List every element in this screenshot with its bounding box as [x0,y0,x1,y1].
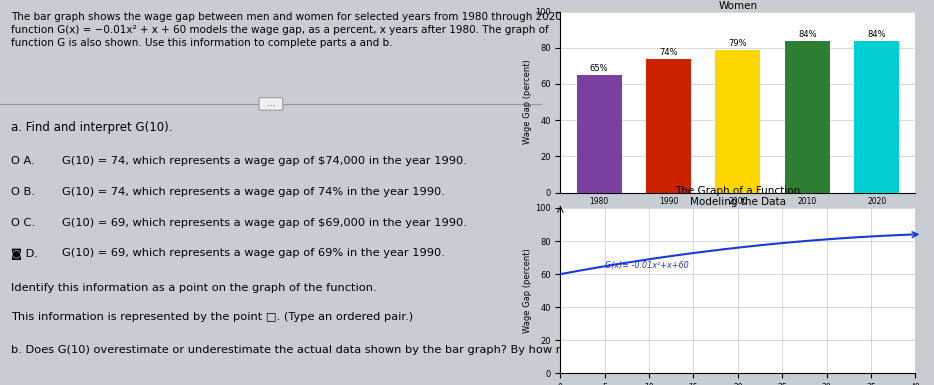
Bar [646,59,691,192]
Text: 84%: 84% [798,30,816,39]
Text: Identify this information as a point on the graph of the function.: Identify this information as a point on … [11,283,376,293]
Y-axis label: Wage Gap (percent): Wage Gap (percent) [523,248,532,333]
Text: This information is represented by the point □. (Type an ordered pair.): This information is represented by the p… [11,312,413,322]
Title: Wage Gap Between Men and
Women: Wage Gap Between Men and Women [663,0,813,11]
Text: 79%: 79% [729,39,747,48]
Bar [715,50,760,192]
X-axis label: Year: Year [729,208,747,217]
Text: The bar graph shows the wage gap between men and women for selected years from 1: The bar graph shows the wage gap between… [11,12,587,48]
Text: 74%: 74% [659,48,678,57]
Text: G(10) = 74, which represents a wage gap of 74% in the year 1990.: G(10) = 74, which represents a wage gap … [63,187,446,197]
Text: 65%: 65% [589,64,608,73]
Bar [785,40,829,192]
Y-axis label: Wage Gap (percent): Wage Gap (percent) [523,60,532,144]
Text: a. Find and interpret G(10).: a. Find and interpret G(10). [11,121,173,134]
Text: G(10) = 69, which represents a wage gap of 69% in the year 1990.: G(10) = 69, which represents a wage gap … [63,248,446,258]
Text: G(x)= -0.01x²+x+60: G(x)= -0.01x²+x+60 [605,261,688,270]
Text: O C.: O C. [11,218,35,228]
Text: O B.: O B. [11,187,35,197]
Text: G(10) = 69, which represents a wage gap of $69,000 in the year 1990.: G(10) = 69, which represents a wage gap … [63,218,467,228]
Bar [576,75,622,192]
Title: The Graph of a Function
Modeling the Data: The Graph of a Function Modeling the Dat… [675,186,800,207]
Text: ...: ... [261,99,281,109]
Text: b. Does G(10) overestimate or underestimate the actual data shown by the bar gra: b. Does G(10) overestimate or underestim… [11,345,593,355]
Text: G(10) = 74, which represents a wage gap of $74,000 in the year 1990.: G(10) = 74, which represents a wage gap … [63,156,467,166]
Bar [854,40,899,192]
Text: 84%: 84% [868,30,886,39]
Text: O A.: O A. [11,156,35,166]
Text: ◙ D.: ◙ D. [11,248,38,260]
